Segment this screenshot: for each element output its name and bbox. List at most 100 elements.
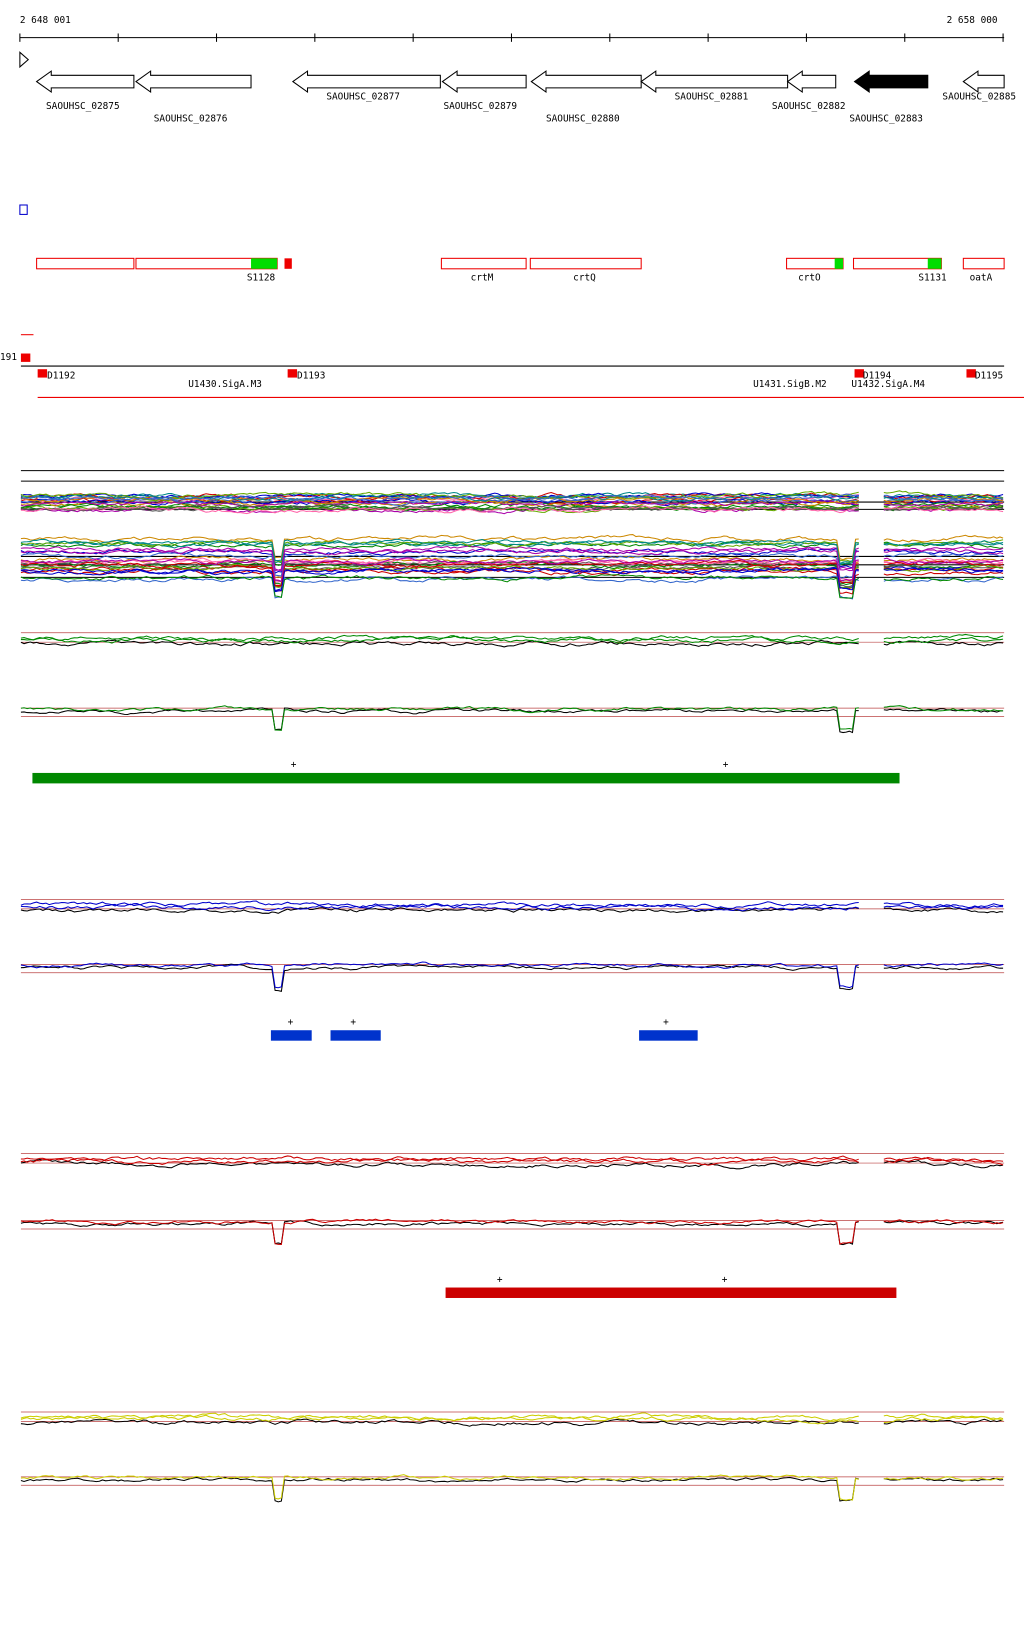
operon-start: [854, 369, 864, 378]
trace: [20, 961, 859, 989]
trace: [20, 544, 859, 572]
gene-label: SAOUHSC_02876: [154, 113, 228, 124]
operon-label: D1195: [975, 371, 1003, 382]
trace: [20, 1158, 859, 1170]
region-bar: [445, 1287, 897, 1298]
strand-mark: +: [497, 1274, 503, 1285]
trace: [20, 1220, 859, 1246]
feature-box: [786, 257, 844, 270]
trace: [883, 708, 1004, 713]
trace: [883, 904, 1004, 910]
trace: [883, 567, 1004, 574]
operon-label: D1193: [297, 371, 325, 382]
trace: [20, 1476, 859, 1503]
trace: [883, 1476, 1004, 1481]
trace: [20, 490, 859, 502]
trace: [20, 494, 859, 502]
gene-label: SAOUHSC_02880: [546, 113, 620, 124]
gene-arrow: [530, 70, 642, 94]
feature-label: crtQ: [573, 272, 596, 283]
operon-label: U1432.SigA.M4: [851, 379, 925, 390]
gene-label: SAOUHSC_02881: [675, 91, 749, 102]
trace: [883, 571, 1004, 577]
trace: [883, 633, 1004, 640]
strand-mark: +: [663, 1017, 669, 1028]
trace: [883, 494, 1004, 502]
trace: [20, 963, 859, 992]
trace: [20, 1412, 859, 1422]
trace: [20, 900, 859, 909]
operon-label: U1430.SigA.M3: [188, 379, 262, 390]
trace: [20, 635, 859, 646]
feature-box: [440, 257, 527, 270]
trace: [20, 557, 859, 582]
ruler-start: 2 648 001: [20, 15, 71, 26]
feature-highlight: [834, 258, 844, 269]
region-bar: [639, 1030, 698, 1041]
feature-box: [962, 257, 1005, 270]
gene-arrow: [962, 70, 1005, 94]
gene-arrow: [441, 70, 527, 94]
operon-start: [37, 369, 48, 378]
trace: [883, 1418, 1004, 1426]
trace: [883, 551, 1004, 558]
trace: [20, 1218, 859, 1245]
region-bar: [270, 1030, 312, 1041]
trace: [883, 564, 1004, 571]
gene-arrow: [640, 70, 789, 94]
gene-arrow: [135, 70, 252, 94]
strand-mark: +: [723, 760, 729, 771]
operon-label: D1194: [863, 371, 892, 382]
trace: [20, 566, 859, 593]
strand-mark: +: [288, 1017, 294, 1028]
strand-mark: +: [291, 760, 297, 771]
gene-arrow: [853, 70, 929, 94]
trace: [883, 1156, 1004, 1166]
trace: [883, 534, 1004, 543]
trace: [883, 498, 1004, 504]
feature-box: [36, 257, 135, 270]
trace: [20, 705, 859, 731]
trace: [883, 965, 1004, 971]
trace: [20, 1155, 859, 1162]
trace: [20, 505, 859, 515]
gene-label: SAOUHSC_02882: [772, 101, 846, 112]
trace: [20, 906, 859, 914]
trace: [20, 707, 859, 734]
trace: [20, 575, 859, 600]
gene-label: SAOUHSC_02885: [942, 91, 1016, 102]
trace: [20, 1474, 859, 1501]
region-bar: [32, 772, 900, 784]
gene-arrow: [291, 70, 441, 94]
strand-mark: +: [350, 1017, 356, 1028]
operon-start: [966, 369, 976, 378]
trace: [20, 493, 859, 502]
gene-arrow: [35, 70, 135, 94]
operon-label: D1192: [47, 371, 75, 382]
trace: [883, 1220, 1004, 1226]
trace: [20, 563, 859, 589]
trace: [883, 502, 1004, 507]
trace: [20, 639, 859, 648]
feature-highlight: [251, 258, 278, 269]
gene-label: SAOUHSC_02879: [443, 101, 517, 112]
trace: [20, 903, 859, 912]
trace: [883, 540, 1004, 546]
trace: [883, 1219, 1004, 1225]
feature-box: [529, 257, 642, 270]
trace: [20, 547, 859, 572]
feature-label: oatA: [970, 272, 993, 283]
region-bar: [330, 1030, 381, 1041]
feature-highlight: [927, 258, 942, 269]
trace: [20, 538, 859, 565]
feature-label: crtM: [471, 272, 494, 283]
trace: [20, 534, 859, 561]
trace: [883, 575, 1004, 582]
trace: [883, 962, 1004, 968]
trace: [883, 901, 1004, 909]
trace: [883, 557, 1004, 565]
gene-label: SAOUHSC_02877: [326, 91, 400, 102]
trace: [883, 560, 1004, 567]
operon-label: 191: [0, 352, 17, 363]
trace: [20, 1418, 859, 1427]
